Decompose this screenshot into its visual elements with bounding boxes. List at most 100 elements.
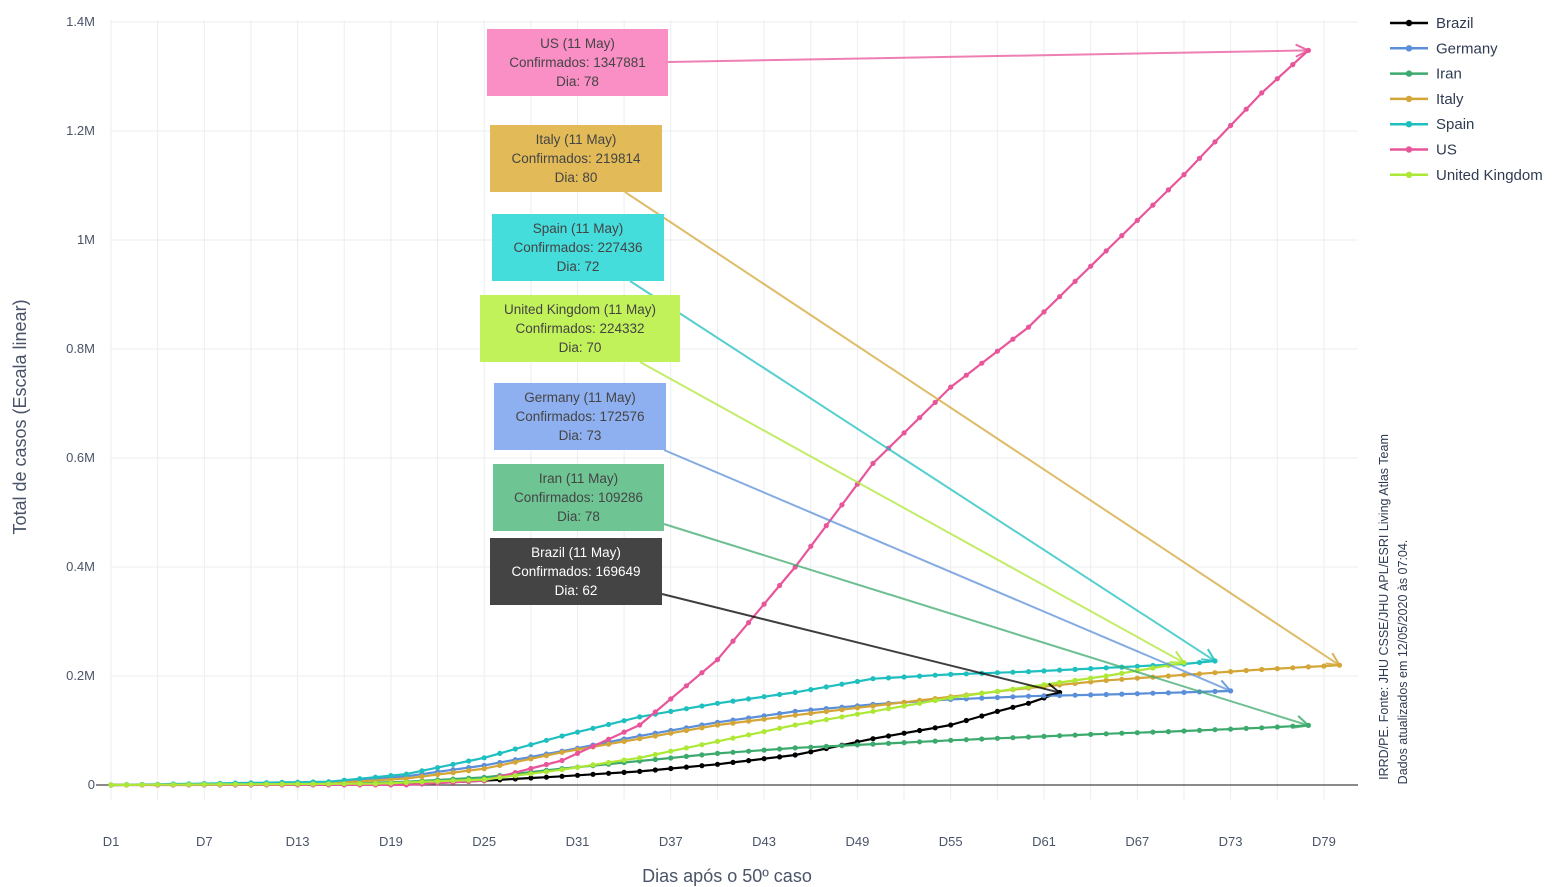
series-point [808, 719, 814, 725]
series-point [1041, 668, 1047, 674]
series-point [637, 768, 643, 775]
series-point [932, 738, 938, 744]
series-point [388, 773, 394, 779]
series-point [699, 725, 705, 731]
series-point [590, 725, 596, 731]
series-point [823, 717, 829, 723]
series-point [1025, 700, 1032, 706]
series-point [1165, 690, 1171, 696]
series-point [668, 748, 674, 754]
series-point [435, 765, 441, 771]
series-point [808, 749, 814, 755]
series-point [232, 781, 238, 787]
series-point [714, 761, 721, 767]
series-point [1259, 725, 1265, 731]
series-point [1010, 669, 1016, 675]
annotation-text: Iran (11 May) [539, 471, 618, 486]
series-point [979, 690, 985, 697]
x-tick-label: D67 [1125, 834, 1149, 849]
series-point [1119, 670, 1125, 676]
series-point [699, 752, 705, 758]
annotation-text: United Kingdom (11 May) [504, 302, 656, 317]
legend-item-italy[interactable]: Italy [1390, 91, 1464, 108]
series-point [1243, 106, 1249, 112]
legend-swatch-marker [1405, 45, 1413, 52]
series-point [668, 755, 674, 761]
legend[interactable]: Brazil Germany Iran Italy Spain US United King… [1390, 15, 1543, 184]
series-point [372, 774, 378, 780]
series-point [357, 776, 363, 782]
annotation-italy: Italy (11 May) Confirmados: 219814 Dia: 80 [490, 125, 662, 192]
series-point [885, 740, 892, 747]
series-point [637, 736, 643, 742]
series-point [652, 756, 658, 763]
y-tick-label: 1M [77, 232, 95, 247]
annotations: US (11 May) Confirmados: 1347881 Dia: 78 It… [480, 29, 680, 605]
series-line [110, 691, 1060, 787]
series-point [854, 742, 861, 748]
series-point [1274, 666, 1280, 672]
x-tick-label: D25 [472, 834, 496, 849]
series-point [1181, 672, 1187, 678]
series-point [1119, 691, 1125, 697]
series-point [481, 755, 487, 761]
series-point [1259, 90, 1265, 96]
series-point [823, 708, 829, 715]
series-point [528, 771, 534, 777]
series-point [668, 708, 674, 715]
series-point [606, 770, 612, 776]
y-tick-label: 1.2M [66, 123, 95, 138]
series-point [637, 714, 643, 720]
series-point [450, 778, 456, 784]
annotation-text: Confirmados: 169649 [511, 564, 640, 579]
series-point [870, 460, 876, 466]
series-point [341, 777, 347, 783]
series-point [885, 701, 892, 707]
series-point [652, 733, 658, 739]
series-point [948, 384, 954, 390]
series-point [683, 683, 690, 689]
annotation-box [490, 125, 662, 192]
x-tick-label: D7 [196, 834, 213, 849]
legend-item-iran[interactable]: Iran [1390, 66, 1462, 83]
series-point [1103, 248, 1109, 254]
series-point [699, 763, 705, 769]
series-point [1228, 122, 1234, 129]
series-line [110, 724, 1309, 787]
series-point [652, 709, 658, 715]
series-point [979, 736, 985, 742]
series-point [543, 737, 550, 743]
series-point [466, 768, 472, 774]
series-point [792, 722, 798, 728]
x-tick-label: D55 [939, 834, 963, 849]
series-point [1212, 139, 1218, 145]
series-point [1181, 689, 1187, 696]
legend-item-spain[interactable]: Spain [1390, 116, 1474, 133]
series-iran [108, 722, 1311, 788]
legend-label: Iran [1436, 66, 1462, 83]
series-point [746, 718, 752, 724]
series-point [652, 751, 658, 758]
series-point [1119, 233, 1125, 239]
series-point [621, 738, 627, 745]
series-point [528, 742, 534, 748]
series-point [621, 729, 627, 735]
x-tick-label: D37 [659, 834, 683, 849]
legend-item-germany[interactable]: Germany [1390, 40, 1498, 57]
series-point [1025, 324, 1032, 330]
series-point [1321, 663, 1327, 669]
legend-item-brazil[interactable]: Brazil [1390, 15, 1474, 32]
series-point [1057, 733, 1063, 739]
annotation-arrow-line [661, 593, 1060, 694]
annotation-text: US (11 May) [540, 36, 615, 51]
series-point [388, 776, 394, 783]
legend-item-us[interactable]: US [1390, 142, 1457, 159]
series-point [248, 781, 254, 787]
series-point [528, 765, 534, 772]
annotation-iran: Iran (11 May) Confirmados: 109286 Dia: 78 [493, 464, 664, 531]
annotation-box [493, 464, 664, 531]
legend-item-united-kingdom[interactable]: United Kingdom [1390, 167, 1543, 184]
series-point [1041, 309, 1047, 315]
axes: 0 0.2M 0.4M 0.6M 0.8M 1M 1.2M 1.4M D1 D7 D13 D19 D25… [66, 14, 1358, 849]
x-tick-label: D1 [103, 834, 120, 849]
